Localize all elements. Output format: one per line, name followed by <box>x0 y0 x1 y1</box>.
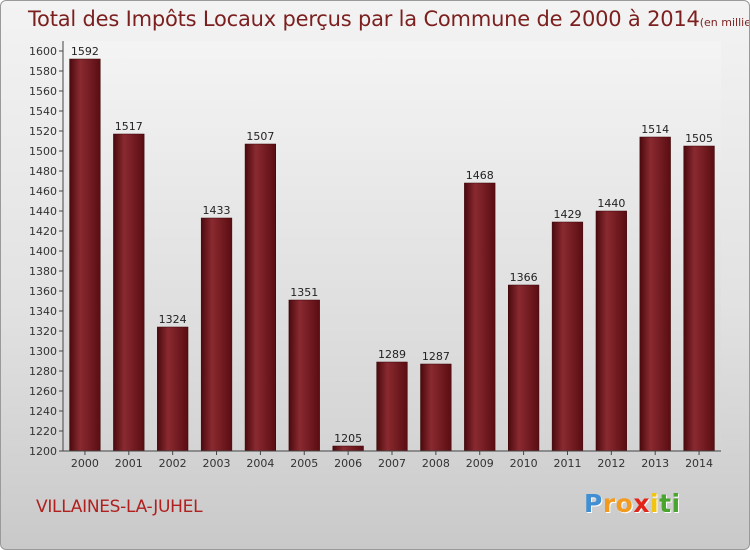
y-tick-label: 1420 <box>29 225 57 238</box>
chart-title: Total des Impôts Locaux perçus par la Co… <box>28 7 750 31</box>
logo-letter: P <box>584 489 603 518</box>
bar-value-label: 1505 <box>685 132 713 145</box>
y-tick-label: 1560 <box>29 85 57 98</box>
y-tick-label: 1280 <box>29 365 57 378</box>
y-tick-label: 1300 <box>29 345 57 358</box>
bar-value-label: 1468 <box>466 169 494 182</box>
x-tick-label: 2005 <box>290 457 318 470</box>
x-tick-label: 2001 <box>115 457 143 470</box>
y-tick-label: 1260 <box>29 385 57 398</box>
x-tick-label: 2007 <box>378 457 406 470</box>
y-tick-label: 1380 <box>29 265 57 278</box>
chart-title-text: Total des Impôts Locaux perçus par la Co… <box>28 7 700 31</box>
y-tick-label: 1400 <box>29 245 57 258</box>
bar-value-label: 1324 <box>159 313 187 326</box>
x-tick-label: 2010 <box>510 457 538 470</box>
x-tick-label: 2012 <box>597 457 625 470</box>
x-tick-label: 2006 <box>334 457 362 470</box>
bar-2009 <box>464 182 496 452</box>
logo-letter: x <box>633 489 650 518</box>
bar-2001 <box>113 133 145 452</box>
bar-value-label: 1592 <box>71 45 99 58</box>
bar-2002 <box>157 326 189 452</box>
x-tick-label: 2013 <box>641 457 669 470</box>
bar-value-label: 1366 <box>510 271 538 284</box>
logo-letter: r <box>602 489 616 518</box>
bar-2010 <box>507 284 540 452</box>
y-tick-label: 1220 <box>29 425 57 438</box>
bar-2004 <box>244 143 277 452</box>
x-tick-label: 2003 <box>203 457 231 470</box>
y-tick-label: 1200 <box>29 445 57 458</box>
bar-value-label: 1507 <box>246 130 274 143</box>
bar-value-label: 1433 <box>203 204 231 217</box>
bar-value-label: 1287 <box>422 350 450 363</box>
y-tick-label: 1320 <box>29 325 57 338</box>
x-tick-label: 2009 <box>466 457 494 470</box>
bar-2005 <box>288 299 320 452</box>
bar-2000 <box>69 58 101 452</box>
bar-2011 <box>551 221 584 452</box>
y-tick-label: 1240 <box>29 405 57 418</box>
y-tick-label: 1480 <box>29 165 57 178</box>
bar-value-label: 1205 <box>334 432 362 445</box>
x-tick-label: 2002 <box>159 457 187 470</box>
y-tick-label: 1540 <box>29 105 57 118</box>
bar-2012 <box>595 210 627 452</box>
x-tick-label: 2008 <box>422 457 450 470</box>
chart-unit-note: (en milliers d'€) <box>699 16 750 29</box>
commune-name: VILLAINES-LA-JUHEL <box>36 497 203 517</box>
logo-letter: i <box>671 489 681 518</box>
bar-value-label: 1289 <box>378 348 406 361</box>
y-tick-label: 1600 <box>29 45 57 58</box>
bar-2013 <box>639 136 671 452</box>
bar-value-label: 1429 <box>553 208 581 221</box>
x-tick-label: 2014 <box>685 457 713 470</box>
y-tick-label: 1500 <box>29 145 57 158</box>
bar-2003 <box>200 217 233 452</box>
bar-value-label: 1440 <box>597 197 625 210</box>
proxiti-logo[interactable]: Proxiti <box>584 489 681 518</box>
y-tick-label: 1520 <box>29 125 57 138</box>
bar-2006 <box>332 445 364 452</box>
bar-2014 <box>683 145 715 452</box>
bar-2008 <box>420 363 452 452</box>
y-tick-label: 1340 <box>29 305 57 318</box>
logo-letter: t <box>659 489 672 518</box>
bar-value-label: 1351 <box>290 286 318 299</box>
y-tick-label: 1360 <box>29 285 57 298</box>
y-tick-label: 1580 <box>29 65 57 78</box>
logo-letter: o <box>615 489 634 518</box>
x-tick-label: 2004 <box>246 457 274 470</box>
bar-2007 <box>376 361 408 452</box>
x-tick-label: 2011 <box>553 457 581 470</box>
x-tick-label: 2000 <box>71 457 99 470</box>
bar-value-label: 1517 <box>115 120 143 133</box>
y-tick-label: 1440 <box>29 205 57 218</box>
y-tick-label: 1460 <box>29 185 57 198</box>
logo-letter: i <box>650 489 660 518</box>
bar-value-label: 1514 <box>641 123 669 136</box>
